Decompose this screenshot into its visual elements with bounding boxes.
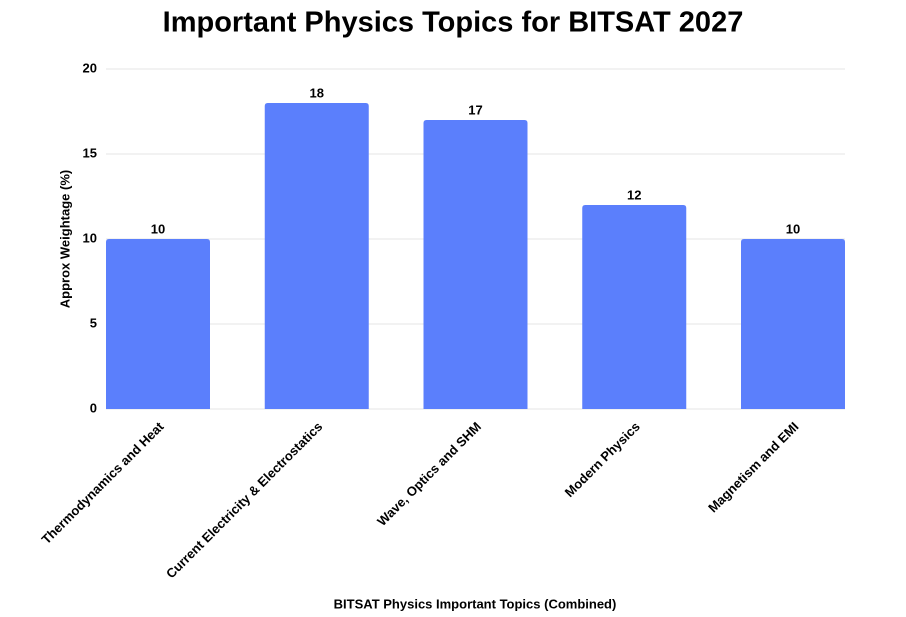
value-label: 17 [468, 102, 482, 117]
chart-title: Important Physics Topics for BITSAT 2027 [163, 7, 744, 39]
y-tick-label: 20 [83, 60, 97, 75]
y-tick-label: 15 [83, 145, 97, 160]
x-tick-label: Wave, Optics and SHM [374, 419, 484, 529]
value-label: 12 [627, 187, 641, 202]
value-label: 10 [786, 221, 800, 236]
bar [264, 103, 369, 409]
x-tick-label: Current Electricity & Electrostatics [163, 419, 325, 581]
y-tick-label: 0 [90, 400, 97, 415]
x-tick-label: Thermodynamics and Heat [38, 418, 167, 547]
y-tick-label: 10 [83, 230, 97, 245]
bar [423, 120, 528, 409]
x-tick-label: Modern Physics [562, 419, 643, 500]
x-axis-title: BITSAT Physics Important Topics (Combine… [334, 596, 617, 611]
bar [106, 239, 210, 409]
value-label: 18 [310, 85, 324, 100]
y-tick-label: 5 [90, 315, 97, 330]
bar [741, 239, 845, 409]
y-axis-title: Approx Weightage (%) [57, 170, 72, 308]
bar [582, 205, 687, 409]
value-label: 10 [151, 221, 165, 236]
x-tick-label: Magnetism and EMI [705, 419, 801, 515]
